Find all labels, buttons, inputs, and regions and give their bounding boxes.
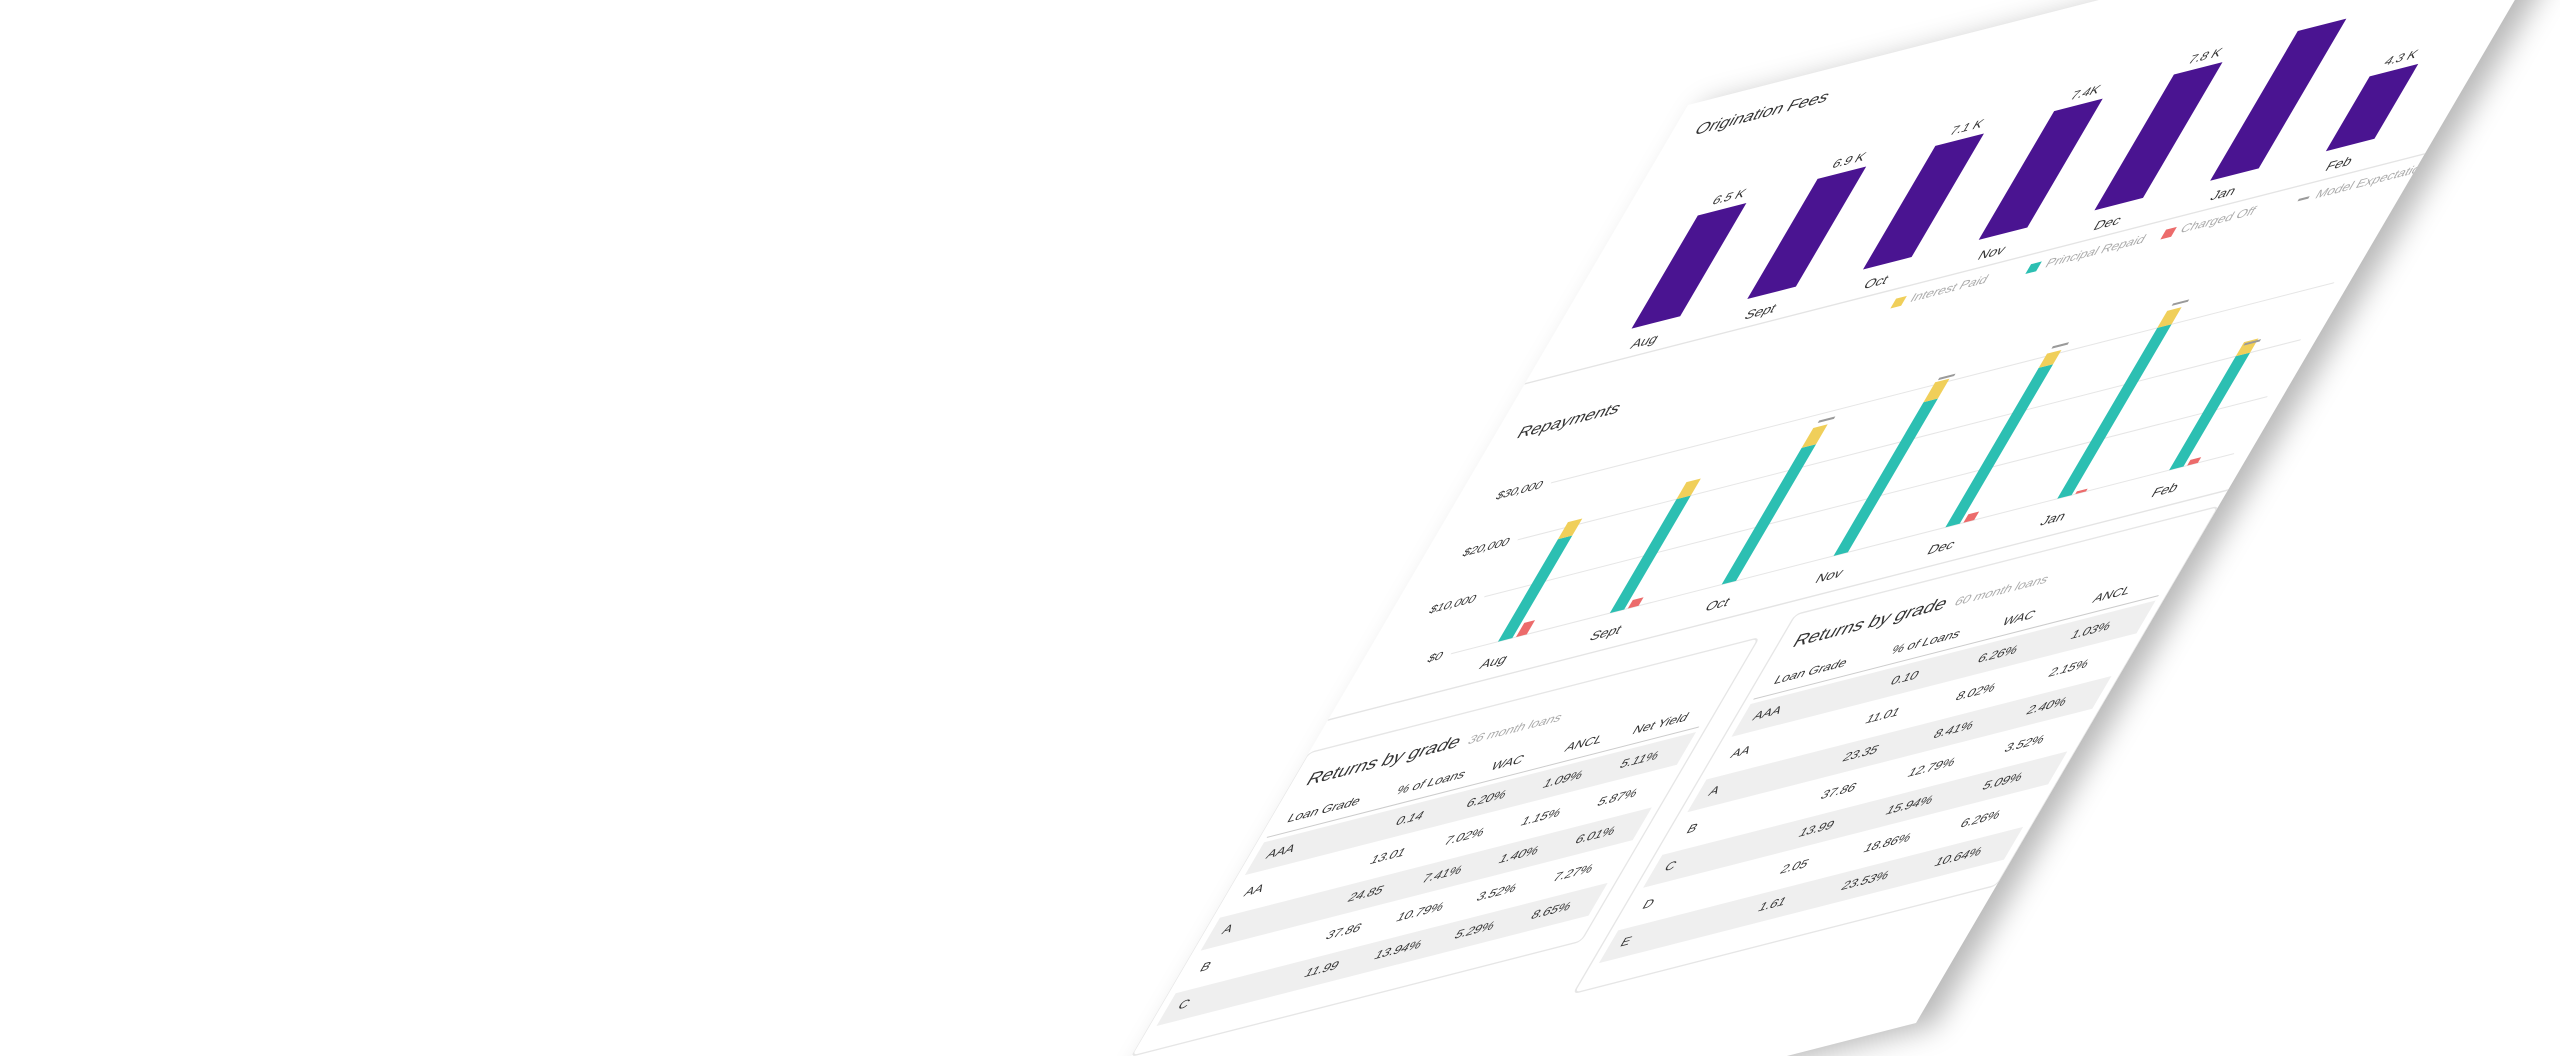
bar-segment [2169,352,2251,471]
row-stripe [1643,751,2068,888]
header-rule [1266,726,1700,839]
section-divider [1524,152,2426,385]
bar [1747,166,1867,300]
bar-segment [2038,350,2062,368]
bar-segment [1833,398,1938,556]
legend-swatch [2025,261,2042,275]
bar [1862,133,1984,270]
bar-segment [1557,518,1583,540]
y-tick-label: $10,000 [1427,592,1480,617]
bar [1963,511,1980,523]
x-tick-label: Feb [2322,154,2355,175]
header-rule [1753,595,2159,700]
bar-segment [1609,495,1691,614]
bar [1515,620,1536,638]
y-tick-label: $30,000 [1493,478,1546,503]
bar-segment [1676,478,1701,500]
bar-segment [2057,324,2172,499]
expectation-mark [2243,339,2262,346]
table-card [1132,638,1758,1056]
row-stripe [1598,826,2024,964]
row-stripe [1244,731,1697,876]
dashboard-panel: Origination Fees 6.5 K Aug 6.9 K Sept 7.1 K Oc… [1016,0,2560,1056]
bar [2094,62,2223,211]
bar-segment [1497,535,1573,642]
row-stripe [1687,675,2112,813]
x-tick-label: Oct [1861,272,1893,293]
x-tick-label: Nov [1975,242,2010,263]
bar-segment [2157,307,2182,328]
x-tick-label: Sept [1586,622,1625,645]
chart-title: Origination Fees [1691,87,1834,139]
row-stripe [1731,600,2156,737]
legend-swatch [2160,226,2177,240]
x-tick-label: Jan [2207,183,2239,204]
bar [1978,98,2103,240]
grid-line [1450,452,2235,655]
row-stripe [1156,882,1608,1027]
bar [1627,597,1644,609]
row-stripe [1200,807,1652,951]
expectation-mark [2051,342,2070,349]
bar [2210,18,2347,181]
bar [2325,63,2419,152]
bar-segment [1721,444,1817,585]
x-tick-label: Feb [2148,480,2181,501]
x-tick-label: Aug [1627,331,1661,352]
x-tick-label: Dec [1924,537,1959,558]
y-tick-label: $0 [1425,649,1447,666]
legend-label: Interest Paid [1908,272,1992,305]
chart-title: Repayments [1514,398,1626,442]
x-tick-label: Nov [1812,565,1847,586]
section-divider [1327,489,2229,721]
legend-swatch [1890,295,1907,309]
x-tick-label: Oct [1702,594,1734,615]
bar-segment [1945,364,2054,528]
bar [1631,203,1747,329]
value-label: 7.4K [2068,82,2104,103]
bar-segment [1801,424,1828,448]
y-tick-label: $20,000 [1460,535,1513,560]
bar-segment [1923,378,1950,403]
expectation-mark [1817,416,1836,424]
bar [2075,488,2088,495]
x-tick-label: Jan [2037,509,2069,530]
bar [2187,457,2202,466]
expectation-mark [1937,373,1956,381]
legend-label: Charged Off [2178,203,2259,236]
expectation-mark [2171,299,2190,306]
x-tick-label: Aug [1477,651,1511,672]
legend-swatch [2297,196,2310,202]
x-tick-label: Dec [2090,213,2125,234]
